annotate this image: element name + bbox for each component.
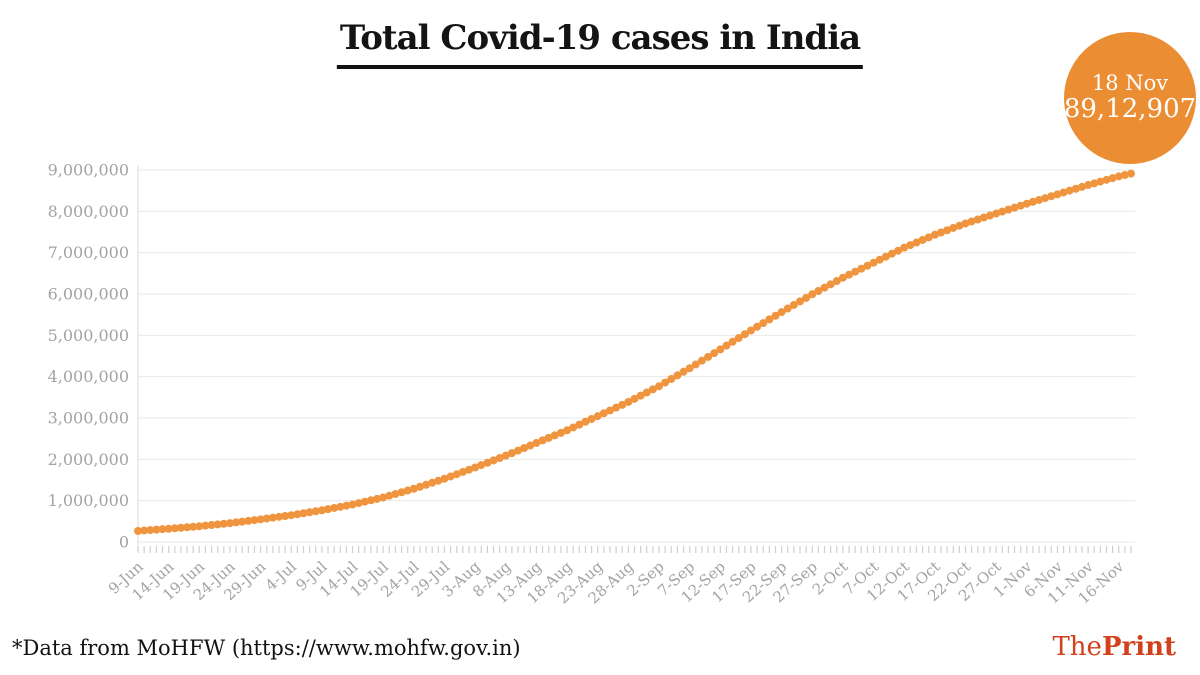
data-dots <box>134 169 1135 535</box>
gridlines <box>138 169 1135 543</box>
svg-text:0: 0 <box>119 533 129 552</box>
svg-text:3,000,000: 3,000,000 <box>48 409 129 428</box>
theprint-logo: ThePrint <box>1052 632 1176 662</box>
svg-text:2,000,000: 2,000,000 <box>48 450 129 469</box>
latest-value-badge: 18 Nov 89,12,907 <box>1064 32 1196 164</box>
svg-text:8,000,000: 8,000,000 <box>48 202 129 221</box>
badge-date: 18 Nov <box>1091 70 1169 95</box>
logo-text-print: Print <box>1101 632 1176 662</box>
page-title: Total Covid-19 cases in India <box>336 18 864 69</box>
svg-text:4-Jul: 4-Jul <box>262 557 300 594</box>
svg-text:9,000,000: 9,000,000 <box>48 161 129 180</box>
badge-value: 89,12,907 <box>1063 94 1197 125</box>
y-axis-labels: 0 1,000,000 2,000,000 3,000,000 4,000,000 5,0… <box>48 161 129 552</box>
logo-text-the: The <box>1052 632 1102 662</box>
axes <box>137 166 1132 553</box>
svg-text:5,000,000: 5,000,000 <box>48 326 129 345</box>
data-source-note: *Data from MoHFW (https://www.mohfw.gov.… <box>12 636 521 660</box>
svg-text:6,000,000: 6,000,000 <box>48 285 129 304</box>
x-axis-labels: 9-Jun14-Jun19-Jun24-Jun29-Jun4-Jul9-Jul1… <box>105 557 1128 607</box>
svg-text:1,000,000: 1,000,000 <box>48 491 129 510</box>
svg-text:7,000,000: 7,000,000 <box>48 243 129 262</box>
svg-text:4,000,000: 4,000,000 <box>48 367 129 386</box>
